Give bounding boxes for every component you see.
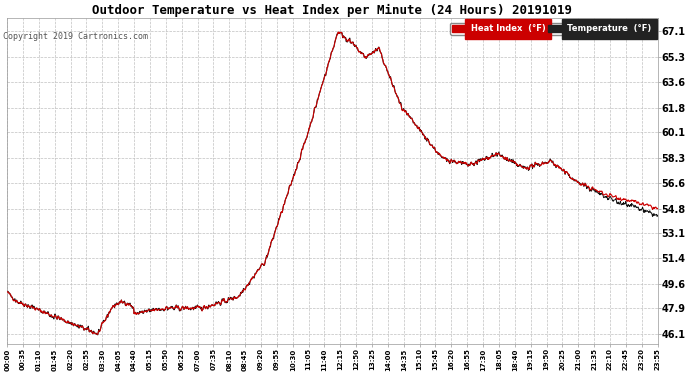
Text: Copyright 2019 Cartronics.com: Copyright 2019 Cartronics.com [3, 32, 148, 41]
Legend: Heat Index  (°F), Temperature  (°F): Heat Index (°F), Temperature (°F) [450, 22, 653, 35]
Title: Outdoor Temperature vs Heat Index per Minute (24 Hours) 20191019: Outdoor Temperature vs Heat Index per Mi… [92, 4, 572, 17]
